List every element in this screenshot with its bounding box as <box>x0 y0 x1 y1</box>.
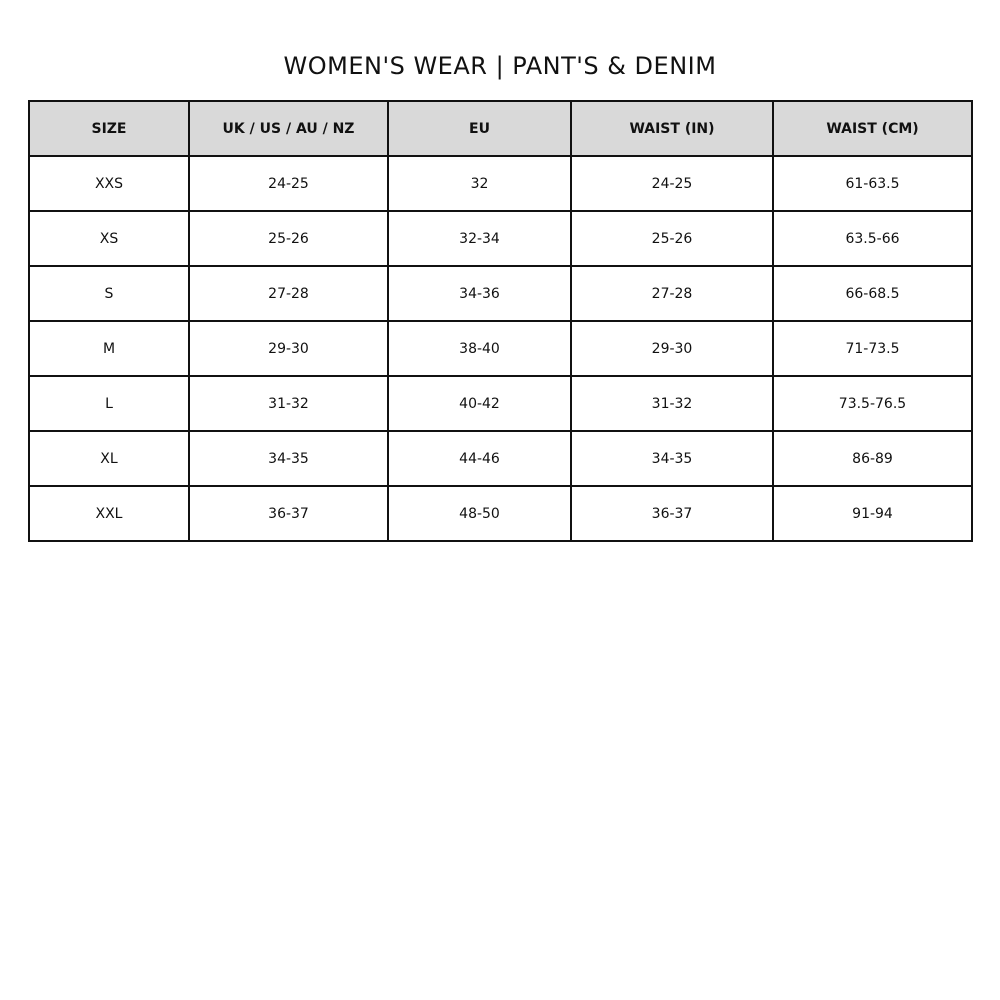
cell-uk-us-au-nz: 31-32 <box>188 375 389 432</box>
table-row: XXL 36-37 48-50 36-37 91-94 <box>28 485 973 542</box>
cell-waist-in: 24-25 <box>570 155 774 212</box>
cell-waist-cm: 61-63.5 <box>772 155 973 212</box>
cell-waist-cm: 73.5-76.5 <box>772 375 973 432</box>
column-header-waist-cm: WAIST (CM) <box>772 100 973 157</box>
cell-waist-in: 36-37 <box>570 485 774 542</box>
column-header-waist-in: WAIST (IN) <box>570 100 774 157</box>
table-row: L 31-32 40-42 31-32 73.5-76.5 <box>28 375 973 432</box>
cell-waist-cm: 63.5-66 <box>772 210 973 267</box>
cell-eu: 32 <box>387 155 572 212</box>
cell-uk-us-au-nz: 25-26 <box>188 210 389 267</box>
cell-waist-in: 34-35 <box>570 430 774 487</box>
cell-uk-us-au-nz: 27-28 <box>188 265 389 322</box>
cell-uk-us-au-nz: 29-30 <box>188 320 389 377</box>
cell-size: XL <box>28 430 190 487</box>
column-header-eu: EU <box>387 100 572 157</box>
size-chart-table: SIZE UK / US / AU / NZ EU WAIST (IN) WAIST (… <box>28 100 973 542</box>
cell-waist-in: 29-30 <box>570 320 774 377</box>
cell-eu: 34-36 <box>387 265 572 322</box>
table-header-row: SIZE UK / US / AU / NZ EU WAIST (IN) WAIST (… <box>28 100 973 157</box>
table-row: XL 34-35 44-46 34-35 86-89 <box>28 430 973 487</box>
table-row: XS 25-26 32-34 25-26 63.5-66 <box>28 210 973 267</box>
cell-waist-cm: 66-68.5 <box>772 265 973 322</box>
cell-waist-cm: 86-89 <box>772 430 973 487</box>
table-row: M 29-30 38-40 29-30 71-73.5 <box>28 320 973 377</box>
cell-eu: 32-34 <box>387 210 572 267</box>
cell-waist-in: 27-28 <box>570 265 774 322</box>
cell-uk-us-au-nz: 34-35 <box>188 430 389 487</box>
cell-waist-in: 31-32 <box>570 375 774 432</box>
page-title: WOMEN'S WEAR | PANT'S & DENIM <box>283 52 717 81</box>
cell-size: S <box>28 265 190 322</box>
cell-eu: 48-50 <box>387 485 572 542</box>
cell-uk-us-au-nz: 24-25 <box>188 155 389 212</box>
cell-uk-us-au-nz: 36-37 <box>188 485 389 542</box>
table-row: S 27-28 34-36 27-28 66-68.5 <box>28 265 973 322</box>
cell-eu: 40-42 <box>387 375 572 432</box>
cell-size: XXS <box>28 155 190 212</box>
cell-eu: 44-46 <box>387 430 572 487</box>
cell-size: XS <box>28 210 190 267</box>
cell-eu: 38-40 <box>387 320 572 377</box>
column-header-size: SIZE <box>28 100 190 157</box>
cell-size: L <box>28 375 190 432</box>
cell-waist-cm: 91-94 <box>772 485 973 542</box>
cell-waist-cm: 71-73.5 <box>772 320 973 377</box>
cell-size: M <box>28 320 190 377</box>
table-row: XXS 24-25 32 24-25 61-63.5 <box>28 155 973 212</box>
cell-size: XXL <box>28 485 190 542</box>
cell-waist-in: 25-26 <box>570 210 774 267</box>
column-header-uk-us-au-nz: UK / US / AU / NZ <box>188 100 389 157</box>
